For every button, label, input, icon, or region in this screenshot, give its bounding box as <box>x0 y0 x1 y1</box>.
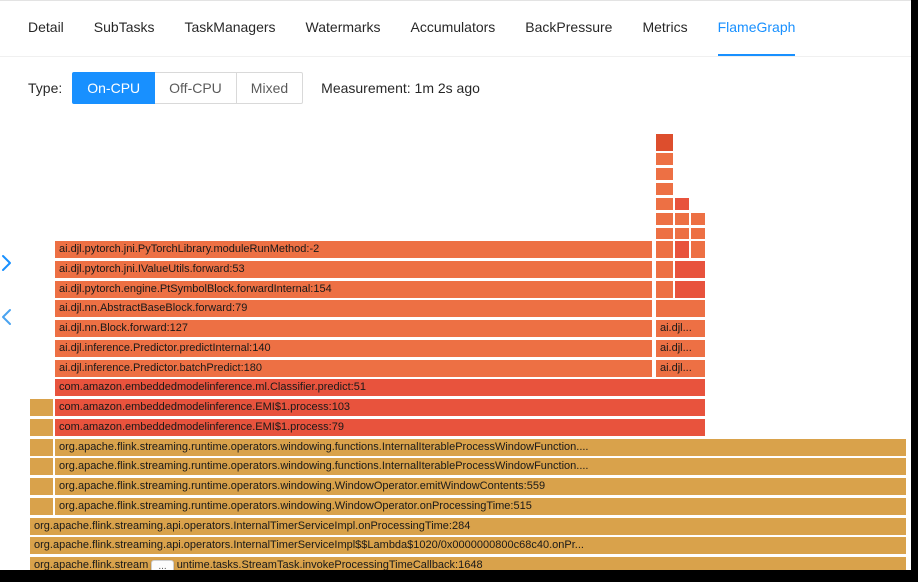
flame-frame[interactable]: ai.djl.pytorch.engine.PtSymbolBlock.forw… <box>55 281 652 298</box>
flame-frame[interactable]: ai.djl.inference.Predictor.predictIntern… <box>55 340 652 357</box>
tab-metrics[interactable]: Metrics <box>642 19 688 35</box>
flame-frame[interactable] <box>656 241 673 258</box>
flame-frame[interactable] <box>656 281 673 298</box>
chevron-left-icon[interactable] <box>0 306 13 328</box>
flamegraph-controls: Type: On-CPU Off-CPU Mixed Measurement: 1m… <box>0 57 911 106</box>
flame-frame[interactable]: ai.djl.nn.Block.forward:127 <box>55 320 652 337</box>
flame-frame[interactable] <box>30 439 53 456</box>
flame-frame[interactable]: org.apache.flink.streaming.runtime.opera… <box>55 458 906 475</box>
flame-frame[interactable]: ai.djl... <box>656 320 705 337</box>
flame-frame[interactable]: ai.djl.pytorch.jni.PyTorchLibrary.module… <box>55 241 652 258</box>
flame-frame[interactable] <box>656 134 673 151</box>
flame-frame[interactable] <box>656 228 673 239</box>
tab-bar: Detail SubTasks TaskManagers Watermarks Accu… <box>0 1 911 57</box>
flame-frame[interactable] <box>675 281 705 298</box>
flame-frame[interactable]: ai.djl.nn.AbstractBaseBlock.forward:79 <box>55 300 652 317</box>
flame-frame[interactable] <box>656 198 673 210</box>
type-mixed-button[interactable]: Mixed <box>236 72 304 104</box>
flame-frame-label: untime.tasks.StreamTask.invokeProcessing… <box>176 559 483 570</box>
tab-accumulators[interactable]: Accumulators <box>410 19 496 35</box>
flame-frame[interactable]: org.apache.flink.streaming.api.operators… <box>30 537 906 554</box>
flame-frame[interactable]: ai.djl... <box>656 340 705 357</box>
flame-frame[interactable] <box>30 458 53 475</box>
flame-graph: ai.djl.pytorch.jni.PyTorchLibrary.module… <box>0 1 911 570</box>
flame-frame[interactable]: com.amazon.embeddedmodelinference.ml.Cla… <box>55 379 705 396</box>
flame-frame[interactable] <box>656 153 673 165</box>
tab-backpressure[interactable]: BackPressure <box>525 19 613 35</box>
measurement-text: Measurement: 1m 2s ago <box>321 80 480 96</box>
flame-frame[interactable] <box>656 261 673 278</box>
flame-frame[interactable] <box>656 213 673 225</box>
flame-frame[interactable] <box>675 198 689 210</box>
flame-frame[interactable] <box>30 478 53 495</box>
flame-frame[interactable] <box>675 241 689 258</box>
tab-subtasks[interactable]: SubTasks <box>93 19 155 35</box>
flame-frame[interactable] <box>656 183 673 195</box>
flame-frame[interactable] <box>675 261 705 278</box>
flame-frame[interactable] <box>691 241 705 258</box>
flame-frame-label: org.apache.flink.stream <box>34 559 149 570</box>
flame-frame[interactable]: ai.djl... <box>656 360 705 377</box>
flame-frame[interactable]: ai.djl.pytorch.jni.IValueUtils.forward:5… <box>55 261 652 278</box>
tab-flamegraph[interactable]: FlameGraph <box>717 1 796 56</box>
flame-frame[interactable]: org.apache.flink.streaming.runtime.opera… <box>55 478 906 495</box>
flame-frame[interactable]: com.amazon.embeddedmodelinference.EMI$1.… <box>55 399 705 416</box>
type-off-cpu-button[interactable]: Off-CPU <box>155 72 237 104</box>
tab-detail[interactable]: Detail <box>28 19 64 35</box>
flame-frame[interactable] <box>656 168 673 180</box>
chevron-right-icon[interactable] <box>0 252 13 274</box>
flame-frame[interactable]: org.apache.flink.streaming.runtime.opera… <box>55 498 906 515</box>
flame-frame[interactable] <box>691 228 705 239</box>
flame-frame[interactable] <box>691 213 705 225</box>
flame-frame[interactable] <box>30 498 53 515</box>
flame-frame[interactable]: org.apache.flink.stream... untime.tasks.S… <box>30 557 906 570</box>
type-on-cpu-button[interactable]: On-CPU <box>72 72 156 104</box>
tab-taskmanagers[interactable]: TaskManagers <box>184 19 276 35</box>
type-label: Type: <box>28 80 63 96</box>
flame-frame[interactable] <box>656 300 705 317</box>
flame-frame[interactable]: org.apache.flink.streaming.api.operators… <box>30 518 906 535</box>
flame-frame[interactable]: ai.djl.inference.Predictor.batchPredict:… <box>55 360 652 377</box>
flame-frame[interactable] <box>675 228 689 239</box>
flame-frame[interactable] <box>30 419 53 436</box>
flame-frame[interactable]: org.apache.flink.streaming.runtime.opera… <box>55 439 906 456</box>
flame-frame[interactable] <box>30 399 53 416</box>
flink-job-panel: Detail SubTasks TaskManagers Watermarks Accu… <box>0 0 911 570</box>
flame-frame[interactable] <box>675 213 689 225</box>
flame-frame[interactable]: com.amazon.embeddedmodelinference.EMI$1.… <box>55 419 705 436</box>
type-button-group: On-CPU Off-CPU Mixed <box>72 72 304 104</box>
ellipsis-chip[interactable]: ... <box>151 560 174 570</box>
tab-watermarks[interactable]: Watermarks <box>305 19 381 35</box>
